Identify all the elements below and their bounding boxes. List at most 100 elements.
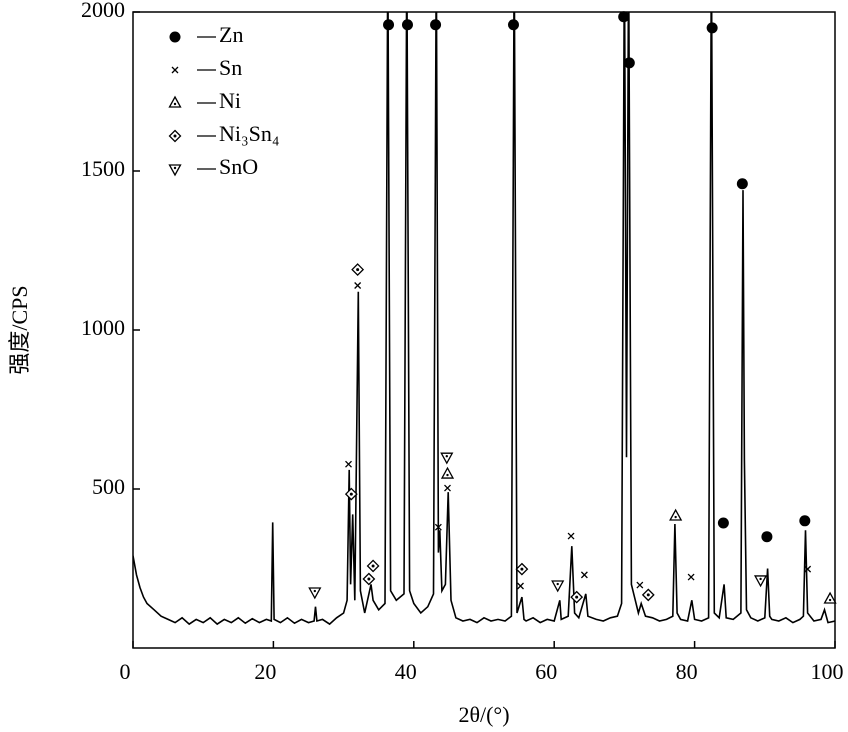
phase-marker <box>383 19 395 31</box>
legend-label: Zn <box>219 22 243 47</box>
y-tick-label: 1500 <box>81 156 125 181</box>
phase-marker-part <box>345 460 352 468</box>
phase-marker-part <box>371 564 375 568</box>
phase-marker <box>623 57 635 69</box>
y-axis-label: 强度/CPS <box>7 285 32 374</box>
phase-marker <box>308 587 322 600</box>
legend-marker-part <box>168 95 182 108</box>
phase-marker <box>444 484 451 492</box>
phase-marker <box>804 565 812 573</box>
y-tick-label: 2000 <box>81 0 125 22</box>
phase-marker-part <box>517 582 524 590</box>
phase-marker-part <box>367 577 371 581</box>
phase-marker-part <box>434 523 442 531</box>
phase-marker-part <box>507 19 519 31</box>
legend-marker <box>169 31 181 43</box>
legend-label: SnO <box>219 154 258 179</box>
phase-marker <box>362 572 376 586</box>
legend-marker-part <box>171 66 179 74</box>
y-tick-label: 1000 <box>81 315 125 340</box>
phase-marker <box>717 517 729 529</box>
x-tick-label: 60 <box>535 659 557 684</box>
phase-marker-part <box>761 531 773 543</box>
phase-marker-part <box>551 580 565 593</box>
x-tick-label: 20 <box>254 659 276 684</box>
phase-marker <box>440 466 455 479</box>
phase-marker <box>434 523 442 531</box>
phase-marker-part <box>446 473 449 477</box>
legend-marker-part <box>169 31 181 43</box>
phase-marker-part <box>401 19 413 31</box>
phase-marker <box>570 590 584 604</box>
legend-marker-part <box>168 164 182 177</box>
phase-marker <box>580 571 588 579</box>
phase-marker <box>753 575 768 588</box>
phase-marker-part <box>383 19 395 31</box>
legend-marker <box>171 66 179 74</box>
phase-marker <box>401 19 413 31</box>
phase-marker <box>517 582 524 590</box>
phase-marker <box>761 531 773 543</box>
phase-marker-part <box>556 582 559 586</box>
phase-marker-part <box>753 575 768 588</box>
phase-marker <box>351 263 365 276</box>
phase-marker <box>354 282 362 289</box>
phase-marker-part <box>356 268 360 272</box>
phase-marker <box>567 532 575 540</box>
phase-marker-part <box>313 589 317 593</box>
phase-marker <box>799 515 811 527</box>
phase-marker-part <box>445 455 448 458</box>
phase-marker-part <box>759 577 762 581</box>
phase-marker-part <box>669 508 683 521</box>
legend-marker-part <box>173 166 177 170</box>
phase-marker <box>618 11 630 23</box>
phase-marker-part <box>717 517 729 529</box>
legend-label: Sn <box>219 55 242 80</box>
legend-marker-part <box>173 134 177 138</box>
phase-marker-part <box>308 587 322 600</box>
x-tick-label: 80 <box>676 659 698 684</box>
y-tick-label: 500 <box>92 474 125 499</box>
phase-marker <box>344 487 358 501</box>
phase-marker <box>430 19 442 31</box>
phase-marker <box>736 178 748 190</box>
phase-marker <box>440 452 454 465</box>
x-tick-label: 40 <box>395 659 417 684</box>
legend-label: Ni <box>219 88 241 113</box>
diffraction-line <box>133 12 835 626</box>
phase-marker <box>641 588 655 602</box>
phase-marker-part <box>354 282 362 289</box>
phase-marker <box>345 460 352 468</box>
phase-marker <box>507 19 519 31</box>
phase-marker-part <box>618 11 630 23</box>
legend-marker <box>168 129 182 143</box>
phase-marker-part <box>440 466 455 479</box>
phase-marker <box>706 22 718 34</box>
legend-marker <box>168 95 182 108</box>
phase-marker <box>823 591 837 604</box>
phase-marker-part <box>706 22 718 34</box>
x-tick-label: 0 <box>120 659 131 684</box>
phase-marker-part <box>623 57 635 69</box>
legend-label: Ni₃Sn₄ <box>219 121 280 146</box>
phase-marker-part <box>440 452 454 465</box>
phase-marker-part <box>520 567 524 571</box>
phase-marker-part <box>349 492 353 496</box>
phase-marker-part <box>799 515 811 527</box>
phase-marker-part <box>580 571 588 579</box>
phase-marker-part <box>575 595 579 599</box>
phase-marker-part <box>674 515 677 519</box>
phase-marker <box>551 580 565 593</box>
phase-marker <box>669 508 683 521</box>
legend-marker <box>168 164 182 177</box>
phase-marker <box>687 573 695 581</box>
phase-marker <box>636 581 644 589</box>
phase-marker-part <box>823 591 837 604</box>
phase-marker-part <box>567 532 575 540</box>
phase-marker-part <box>804 565 812 573</box>
phase-marker-part <box>646 593 650 597</box>
phase-marker-part <box>430 19 442 31</box>
x-tick-label: 100 <box>811 659 844 684</box>
phase-marker <box>366 559 380 573</box>
